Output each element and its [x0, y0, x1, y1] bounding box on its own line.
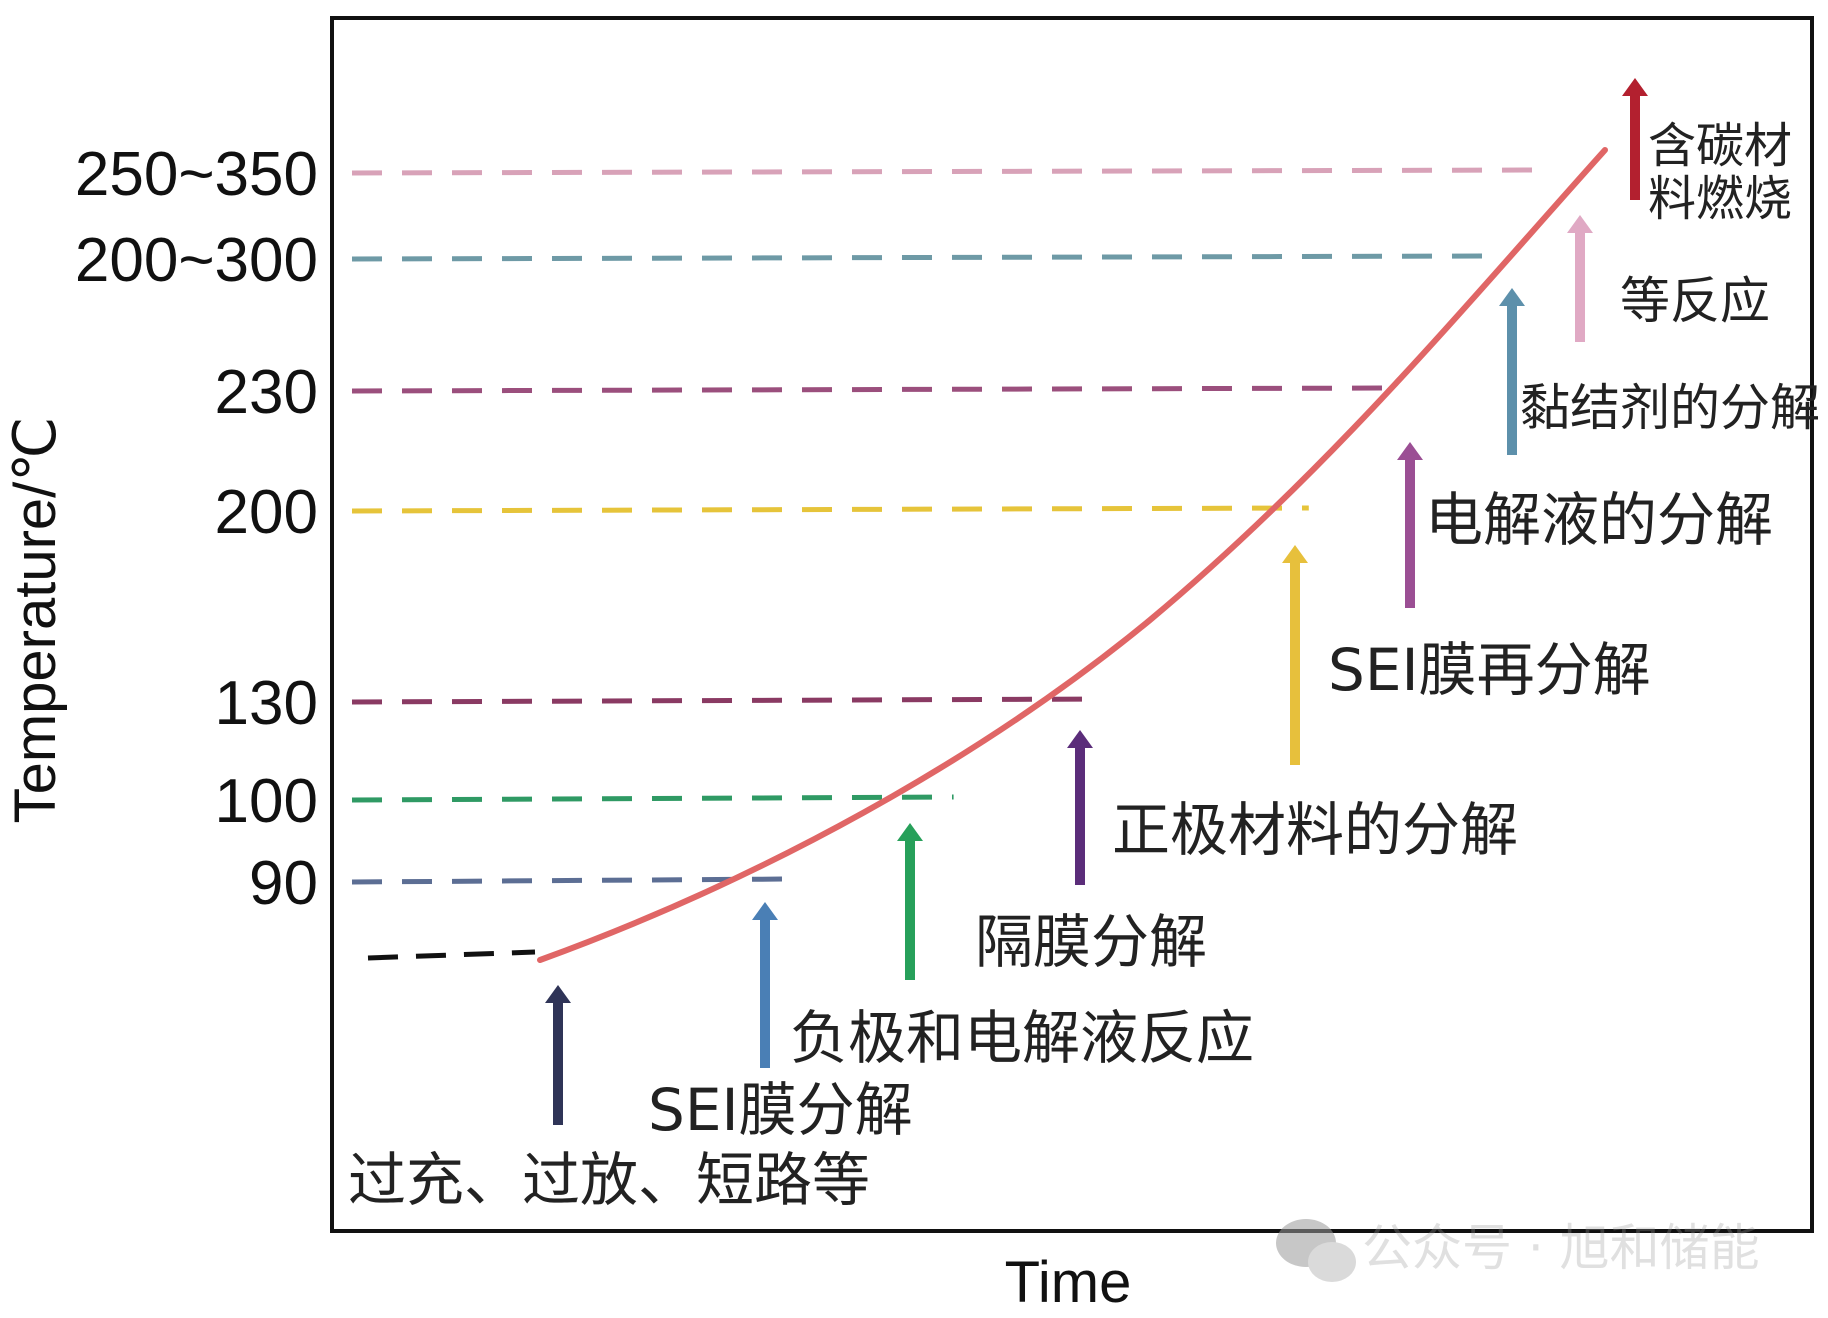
event-arrows: [545, 78, 1648, 1125]
event-arrow: [1499, 288, 1525, 455]
wechat-icon: [1276, 1219, 1356, 1282]
event-label-anode-electrolyte: 负极和电解液反应: [790, 1004, 1254, 1072]
y-tick-label: 200~300: [75, 226, 318, 295]
event-arrow: [1567, 215, 1593, 342]
threshold-line: [351, 876, 791, 885]
y-tick-labels: 250~350 200~300 230 200 130 100 90: [75, 140, 318, 918]
threshold-line: [351, 794, 954, 803]
event-label-carbon-combustion-1: 含碳材: [1648, 118, 1792, 174]
threshold-line: [351, 167, 1539, 176]
event-label-other-reactions: 等反应: [1620, 272, 1770, 330]
y-tick-label: 90: [249, 849, 318, 918]
event-label-overcharge: 过充、过放、短路等: [348, 1146, 870, 1214]
threshold-line: [351, 253, 1494, 262]
event-label-carbon-combustion-2: 料燃烧: [1648, 171, 1792, 227]
threshold-line: [351, 505, 1309, 514]
watermark: 公众号 · 旭和储能: [1276, 1219, 1760, 1282]
event-arrow: [1282, 545, 1308, 765]
y-axis-label: Temperature/℃: [3, 417, 68, 824]
event-label-electrolyte: 电解液的分解: [1425, 486, 1773, 554]
watermark-text: 公众号 · 旭和储能: [1362, 1219, 1760, 1277]
plot-frame: [330, 16, 1814, 1233]
event-label-sei-decomposition: SEI膜分解: [648, 1076, 913, 1144]
threshold-line: [351, 696, 1102, 705]
event-arrow: [1397, 442, 1423, 608]
event-arrow: [752, 902, 778, 1068]
x-axis-label: Time: [1005, 1250, 1132, 1315]
y-tick-label: 130: [215, 669, 318, 738]
event-label-binder: 黏结剂的分解: [1520, 379, 1820, 437]
threshold-line: [351, 385, 1398, 394]
event-arrow: [1622, 78, 1648, 200]
event-label-sei-redecomposition: SEI膜再分解: [1328, 636, 1651, 704]
threshold-lines: [351, 167, 1539, 885]
y-tick-label: 100: [215, 767, 318, 836]
start-dashed-marker: [367, 949, 536, 961]
y-tick-label: 250~350: [75, 140, 318, 209]
y-tick-label: 230: [215, 358, 318, 427]
event-label-cathode: 正极材料的分解: [1112, 796, 1518, 864]
event-label-separator: 隔膜分解: [975, 908, 1207, 976]
y-tick-label: 200: [215, 478, 318, 547]
event-arrow: [545, 985, 571, 1125]
event-arrow: [897, 823, 923, 980]
event-arrow: [1067, 730, 1093, 885]
temperature-curve: [537, 147, 1608, 963]
